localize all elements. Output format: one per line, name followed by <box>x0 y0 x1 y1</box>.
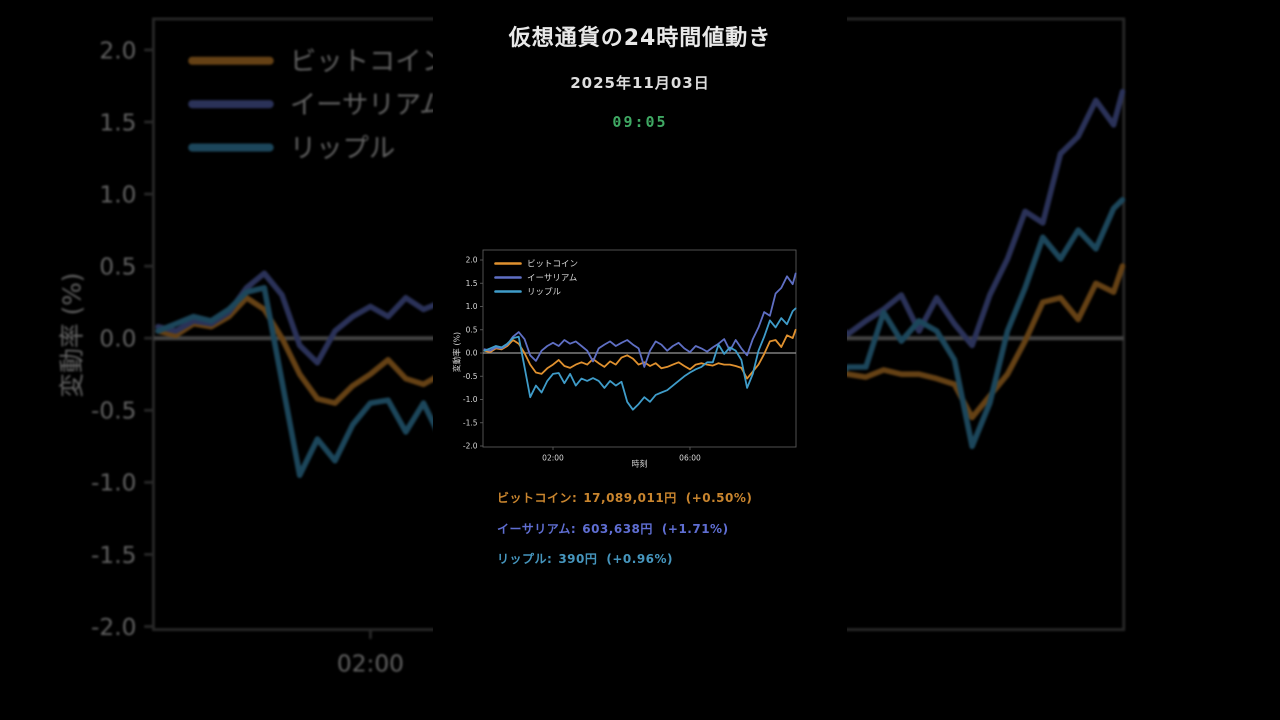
price-row-ethereum: イーサリアム: 603,638円 (+1.71%) <box>497 520 729 537</box>
svg-text:時刻: 時刻 <box>632 459 648 469</box>
svg-text:0.5: 0.5 <box>466 325 478 334</box>
svg-text:イーサリアム: イーサリアム <box>527 273 577 283</box>
price-label: イーサリアム: <box>497 522 577 536</box>
svg-text:-2.0: -2.0 <box>463 442 478 451</box>
svg-text:0.0: 0.0 <box>466 349 478 358</box>
price-row-bitcoin: ビットコイン: 17,089,011円 (+0.50%) <box>497 489 752 506</box>
svg-text:-1.5: -1.5 <box>463 418 478 427</box>
svg-text:06:00: 06:00 <box>679 454 701 463</box>
video-content: 仮想通貨の24時間値動き 2025年11月03日 09:05 ビットコイン: 17… <box>433 0 847 720</box>
svg-text:-0.5: -0.5 <box>463 372 478 381</box>
svg-text:1.5: 1.5 <box>99 109 136 136</box>
svg-text:-0.5: -0.5 <box>91 398 136 425</box>
svg-text:-1.0: -1.0 <box>91 470 136 497</box>
svg-text:2.0: 2.0 <box>99 37 136 64</box>
svg-text:変動率 (%): 変動率 (%) <box>452 332 462 372</box>
svg-text:-2.0: -2.0 <box>91 614 136 641</box>
svg-text:1.5: 1.5 <box>466 279 478 288</box>
price-change: (+0.96%) <box>606 552 674 566</box>
svg-text:-1.0: -1.0 <box>463 395 478 404</box>
svg-text:変動率 (%): 変動率 (%) <box>58 273 87 398</box>
price-value: 390円 <box>558 552 598 566</box>
price-label: ビットコイン: <box>497 491 578 505</box>
svg-text:-1.5: -1.5 <box>91 542 136 569</box>
clock-label: 09:05 <box>612 113 668 131</box>
svg-text:ビットコイン: ビットコイン <box>527 259 578 269</box>
page-title: 仮想通貨の24時間値動き <box>508 26 772 51</box>
price-value: 603,638円 <box>582 522 653 536</box>
svg-text:1.0: 1.0 <box>466 302 478 311</box>
price-change: (+1.71%) <box>661 522 729 536</box>
svg-text:イーサリアム: イーサリアム <box>290 90 446 120</box>
svg-text:1.0: 1.0 <box>99 181 136 208</box>
svg-text:リップル: リップル <box>290 134 395 164</box>
price-label: リップル: <box>497 552 553 566</box>
svg-text:02:00: 02:00 <box>542 454 564 463</box>
svg-text:02:00: 02:00 <box>337 650 404 677</box>
svg-text:0.0: 0.0 <box>99 326 136 353</box>
svg-text:ビットコイン: ビットコイン <box>290 47 448 77</box>
price-change: (+0.50%) <box>685 491 753 505</box>
video-column-background <box>433 0 847 720</box>
date-label: 2025年11月03日 <box>570 74 710 92</box>
svg-text:リップル: リップル <box>527 287 562 297</box>
price-value: 17,089,011円 <box>583 491 677 505</box>
price-row-ripple: リップル: 390円 (+0.96%) <box>497 550 673 567</box>
svg-text:0.5: 0.5 <box>99 254 136 281</box>
svg-text:2.0: 2.0 <box>466 256 478 265</box>
